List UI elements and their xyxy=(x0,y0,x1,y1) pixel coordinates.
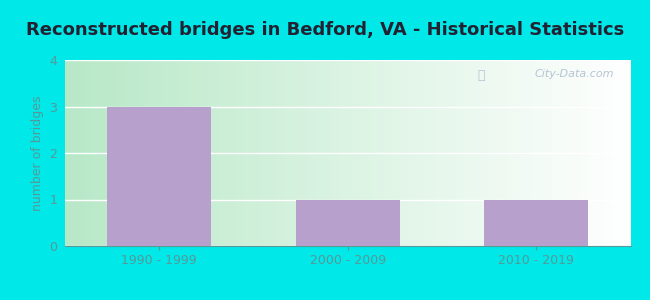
Bar xyxy=(296,200,400,246)
Text: Reconstructed bridges in Bedford, VA - Historical Statistics: Reconstructed bridges in Bedford, VA - H… xyxy=(26,21,624,39)
Bar xyxy=(107,106,211,246)
Text: ⓘ: ⓘ xyxy=(478,69,486,82)
Text: City-Data.com: City-Data.com xyxy=(534,69,614,79)
Bar xyxy=(484,200,588,246)
Y-axis label: number of bridges: number of bridges xyxy=(31,95,44,211)
